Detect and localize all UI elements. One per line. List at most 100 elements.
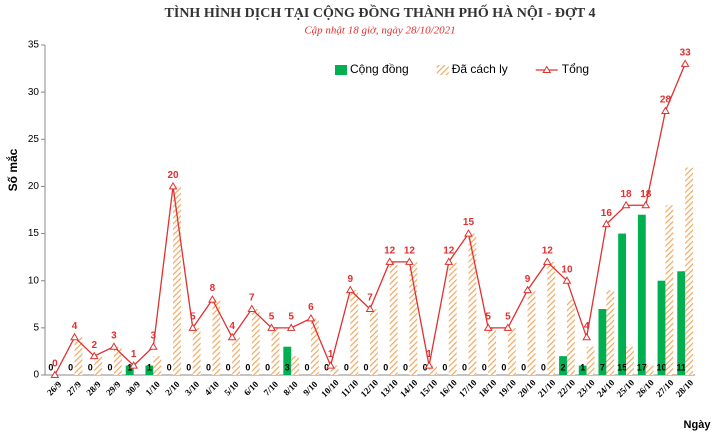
legend-swatch [436, 65, 449, 75]
line-value-label: 1 [426, 349, 432, 360]
y-tick-label: 5 [33, 322, 39, 333]
bar [113, 346, 122, 375]
y-tick-label: 35 [28, 40, 40, 51]
bar [645, 365, 654, 375]
x-tick-label: 12/10 [359, 377, 381, 399]
bar [618, 233, 627, 375]
x-tick-label: 6/10 [242, 379, 261, 398]
line-value-label: 5 [288, 311, 294, 322]
marker [129, 361, 139, 369]
line-value-label: 1 [328, 349, 334, 360]
marker [680, 59, 690, 67]
y-tick-label: 0 [33, 370, 39, 381]
bar-value-label: 1 [147, 362, 152, 372]
x-tick-label: 27/10 [654, 377, 676, 399]
marker [345, 285, 355, 294]
marker [247, 304, 257, 312]
marker [50, 370, 60, 378]
x-tick-label: 3/10 [183, 379, 202, 398]
x-tick-label: 28/9 [84, 379, 103, 398]
marker [168, 181, 178, 190]
y-tick-label: 25 [28, 134, 40, 145]
legend-label: Cộng đồng [350, 62, 409, 76]
bar [291, 356, 300, 375]
line-value-label: 7 [367, 293, 373, 304]
bar-value-label: 0 [442, 362, 447, 372]
legend-label: Đã cách ly [452, 62, 508, 76]
line-value-label: 4 [584, 321, 590, 332]
bar [153, 356, 162, 375]
bar-value-label: 0 [403, 362, 408, 372]
bar-value-label: 0 [521, 362, 526, 372]
bar-value-label: 0 [186, 362, 191, 372]
legend-marker [542, 65, 552, 73]
line-value-label: 6 [308, 302, 314, 313]
marker [503, 323, 513, 331]
marker [405, 257, 414, 265]
marker [661, 106, 670, 114]
marker [306, 313, 316, 322]
marker [483, 323, 493, 331]
chart-title: TÌNH HÌNH DỊCH TẠI CỘNG ĐỒNG THÀNH PHỐ H… [165, 3, 596, 21]
bar-value-label: 0 [68, 362, 73, 372]
x-tick-label: 11/10 [339, 377, 361, 399]
marker [542, 257, 552, 265]
x-tick-label: 28/10 [674, 377, 696, 399]
bar [232, 337, 240, 375]
bar-value-label: 0 [265, 362, 270, 372]
bar-value-label: 7 [600, 362, 605, 372]
x-tick-label: 17/10 [457, 377, 479, 399]
x-tick-label: 8/10 [281, 379, 300, 398]
line-value-label: 16 [601, 208, 613, 219]
line-value-label: 33 [680, 47, 692, 58]
bar [626, 346, 634, 375]
bar [598, 309, 607, 375]
bar-value-label: 0 [482, 362, 487, 372]
x-tick-label: 16/10 [437, 377, 459, 399]
x-tick-label: 1/10 [143, 379, 162, 398]
bar-value-label: 11 [676, 362, 686, 372]
bar-value-label: 0 [88, 362, 93, 372]
x-tick-label: 18/10 [477, 377, 499, 399]
line-value-label: 12 [404, 245, 416, 256]
bar [507, 327, 516, 375]
marker [582, 332, 592, 341]
line-value-label: 18 [620, 189, 632, 200]
line-value-label: 0 [52, 359, 58, 370]
bar [409, 261, 418, 375]
x-tick-label: 24/10 [595, 377, 617, 399]
bar-value-label: 0 [304, 362, 309, 372]
marker [326, 361, 335, 369]
marker [424, 361, 434, 369]
bar [566, 299, 575, 375]
bar [173, 186, 181, 375]
marker [188, 323, 198, 331]
line-value-label: 28 [660, 95, 672, 106]
x-tick-label: 20/10 [516, 377, 538, 399]
bar-value-label: 1 [580, 362, 585, 372]
bar [657, 280, 666, 375]
line-value-label: 1 [131, 349, 137, 360]
bar [125, 365, 134, 375]
line-value-label: 9 [525, 274, 531, 285]
bar-value-label: 0 [383, 362, 388, 372]
marker [267, 323, 276, 331]
line [54, 63, 686, 376]
y-tick-label: 15 [28, 228, 40, 239]
bar [283, 346, 292, 375]
bar-value-label: 2 [561, 362, 566, 372]
line-value-label: 3 [111, 330, 117, 341]
x-tick-label: 22/10 [556, 377, 578, 399]
x-axis-label: Ngày [684, 419, 712, 431]
bar [271, 327, 280, 375]
line-value-label: 5 [269, 311, 275, 322]
bar-value-label: 0 [48, 362, 53, 372]
line-value-label: 4 [229, 321, 235, 332]
bar [488, 327, 497, 375]
y-tick-label: 20 [28, 181, 40, 192]
y-axis-label: Số mắc [5, 148, 20, 191]
bar [94, 356, 103, 375]
bar [637, 214, 646, 375]
bar [330, 365, 339, 375]
